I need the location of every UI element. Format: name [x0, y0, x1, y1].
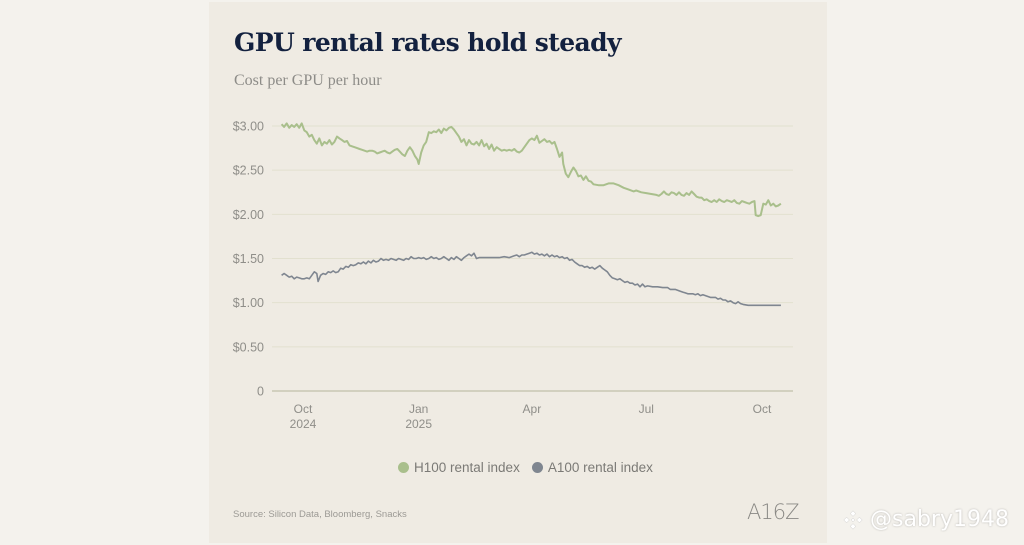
- legend-swatch-h100: [398, 462, 409, 473]
- x-tick-sublabel: 2025: [405, 417, 432, 431]
- series-lines: [280, 122, 782, 307]
- chart-title: GPU rental rates hold steady: [234, 28, 622, 57]
- legend-label-h100: H100 rental index: [414, 460, 520, 475]
- y-axis-ticks: $3.00 $2.50 $2.00 $1.50 $1.00 $0.50 0: [233, 120, 264, 399]
- x-tick-label: Jan: [409, 402, 428, 416]
- source-note: Source: Silicon Data, Bloomberg, Snacks: [233, 509, 407, 520]
- legend: H100 rental index A100 rental index: [398, 460, 665, 475]
- chart-card: [209, 2, 827, 543]
- x-tick-label: Jul: [639, 402, 654, 416]
- x-tick-sublabel: 2024: [290, 417, 317, 431]
- watermark: @sabry1948: [842, 507, 1009, 532]
- y-tick-label: $2.00: [233, 208, 264, 222]
- legend-item-h100[interactable]: H100 rental index: [398, 460, 520, 475]
- a16z-logo: A16Z: [747, 500, 799, 524]
- chart-subtitle: Cost per GPU per hour: [234, 72, 382, 89]
- y-tick-label: $0.50: [233, 340, 264, 354]
- legend-label-a100: A100 rental index: [547, 460, 653, 475]
- y-tick-label: $2.50: [233, 164, 264, 178]
- y-tick-label: $3.00: [233, 120, 264, 134]
- y-tick-label: $1.00: [233, 296, 264, 310]
- x-tick-label: Oct: [294, 402, 313, 416]
- y-tick-label: $1.50: [233, 252, 264, 266]
- x-tick-label: Oct: [753, 402, 772, 416]
- legend-swatch-a100: [531, 462, 543, 473]
- y-tick-label: 0: [257, 385, 264, 399]
- watermark-handle: @sabry1948: [870, 507, 1009, 532]
- legend-item-a100[interactable]: A100 rental index: [531, 460, 653, 475]
- series-line-a100: [281, 251, 781, 307]
- gridlines: [272, 125, 793, 392]
- series-line-h100: [280, 122, 782, 218]
- x-tick-label: Apr: [523, 402, 542, 416]
- binance-diamond-icon: [843, 510, 863, 529]
